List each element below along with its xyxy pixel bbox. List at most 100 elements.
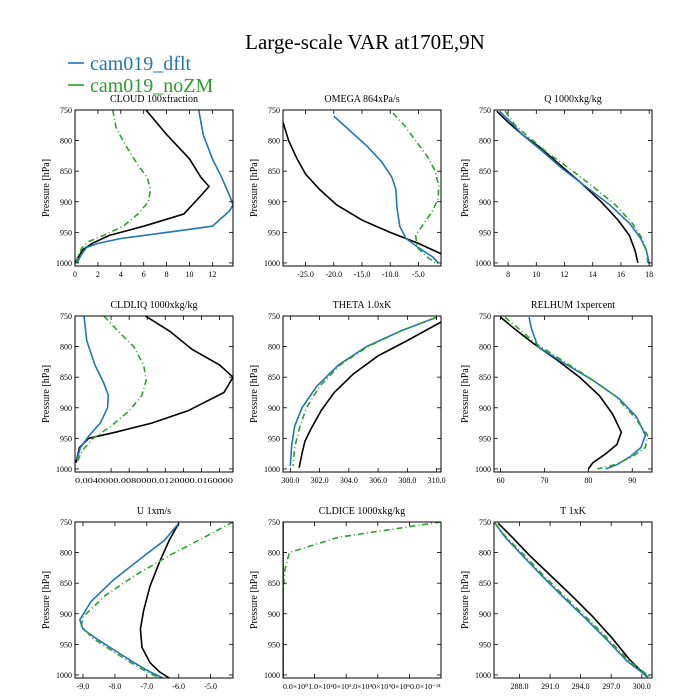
y-axis-label: Pressure [hPa] xyxy=(460,571,471,629)
series-line-cam019-noZM xyxy=(75,110,152,264)
x-tick-label: 8 xyxy=(165,270,169,279)
x-tick-label: 300.0 xyxy=(633,682,651,691)
panel-title-cldice: CLDICE 1000xkg/kg xyxy=(319,506,405,517)
y-tick-label: 900 xyxy=(479,610,491,619)
x-tick-label: 18 xyxy=(645,270,653,279)
series-line-black xyxy=(283,121,441,255)
y-tick-label: 750 xyxy=(60,106,72,115)
series-line-cam019-noZM xyxy=(292,316,437,466)
y-tick-label: 850 xyxy=(479,373,491,382)
panel-title-omega: OMEGA 864xPa/s xyxy=(324,94,399,105)
y-tick-label: 1000 xyxy=(264,259,280,268)
y-tick-label: 1000 xyxy=(264,465,280,474)
x-tick-label: 0 xyxy=(73,270,77,279)
y-tick-label: 950 xyxy=(479,434,491,443)
y-tick-label: 900 xyxy=(479,404,491,413)
x-tick-label: 288.0 xyxy=(510,682,528,691)
plot-frame xyxy=(493,521,653,679)
panel-title-q: Q 1000xkg/kg xyxy=(544,94,602,105)
x-tick-label: -15.0 xyxy=(354,270,371,279)
x-tick-label: -9.0 xyxy=(77,682,90,691)
panel-u: U 1xm/s Pressure [hPa] 750 800 850 900 950 1000… xyxy=(41,506,234,691)
series-line-cam019-dflt xyxy=(78,522,180,678)
series-line-cam019-noZM xyxy=(504,316,649,470)
x-tick-label: 4 xyxy=(119,270,123,279)
y-tick-label: 850 xyxy=(479,167,491,176)
y-tick-label: 1000 xyxy=(475,259,491,268)
x-tick-label: 90 xyxy=(628,476,636,485)
panel-cloud: CLOUD 100xfraction Pressure [hPa] 750 800 85… xyxy=(41,94,234,279)
y-axis-label: Pressure [hPa] xyxy=(41,159,52,217)
panel-t: T 1xK Pressure [hPa] 750 800 850 900 950 1000 28… xyxy=(460,506,653,691)
y-axis-label: Pressure [hPa] xyxy=(249,571,260,629)
series-line-cam019-noZM xyxy=(76,316,148,464)
panel-omega: OMEGA 864xPa/s Pressure [hPa] 750 800 850 900… xyxy=(249,94,442,279)
y-tick-label: 750 xyxy=(479,518,491,527)
y-tick-label: 750 xyxy=(268,312,280,321)
y-tick-label: 1000 xyxy=(475,465,491,474)
panel-cldice: CLDICE 1000xkg/kg Pressure [hPa] 750 800 850… xyxy=(249,506,442,691)
y-tick-label: 900 xyxy=(479,198,491,207)
series-line-black xyxy=(75,316,233,463)
series-line-cam019-noZM xyxy=(392,112,440,264)
series-line-black xyxy=(500,316,623,470)
panel-title-u: U 1xm/s xyxy=(137,506,171,517)
series-line-black xyxy=(497,522,648,678)
y-axis-label: Pressure [hPa] xyxy=(460,159,471,217)
y-tick-label: 950 xyxy=(479,640,491,649)
y-tick-label: 900 xyxy=(60,404,72,413)
x-tick-label: 60 xyxy=(497,476,505,485)
y-tick-label: 800 xyxy=(479,137,491,146)
y-tick-label: 900 xyxy=(268,198,280,207)
y-tick-label: 750 xyxy=(268,518,280,527)
x-tick-label: 300.0 xyxy=(281,476,299,485)
y-tick-label: 850 xyxy=(60,579,72,588)
plot-frame xyxy=(282,315,442,473)
x-tick-label: 14 xyxy=(589,270,597,279)
y-tick-label: 850 xyxy=(60,373,72,382)
x-tick-label: -7.0 xyxy=(140,682,153,691)
x-tick-label: 306.0 xyxy=(369,476,387,485)
x-tick-label: -5.0 xyxy=(204,682,217,691)
y-axis-label: Pressure [hPa] xyxy=(41,571,52,629)
y-tick-label: 850 xyxy=(268,373,280,382)
y-axis-label: Pressure [hPa] xyxy=(249,365,260,423)
x-tick-label: 291.0 xyxy=(541,682,559,691)
panel-title-t: T 1xK xyxy=(560,506,586,517)
series-line-cam019-dflt xyxy=(333,115,439,264)
x-tick-label: -25.0 xyxy=(297,270,314,279)
x-tick-label: -10.0 xyxy=(382,270,399,279)
y-tick-label: 1000 xyxy=(56,671,72,680)
legend-label-dflt: cam019_dflt xyxy=(90,53,192,75)
y-tick-label: 800 xyxy=(479,343,491,352)
series-line-cam019-dflt xyxy=(76,316,110,461)
panel-q: Q 1000xkg/kg Pressure [hPa] 750 800 850 900 95… xyxy=(460,94,653,279)
x-tick-label: 12 xyxy=(208,270,216,279)
x-tick-label: -6.0 xyxy=(172,682,185,691)
series-line-black xyxy=(298,321,441,468)
figure-title: Large-scale VAR at170E,9N xyxy=(245,30,485,54)
y-tick-label: 800 xyxy=(268,137,280,146)
series-line-cam019-dflt xyxy=(289,316,437,466)
y-axis-label: Pressure [hPa] xyxy=(249,159,260,217)
x-tick-label: 294.0 xyxy=(572,682,590,691)
y-tick-label: 850 xyxy=(268,579,280,588)
y-tick-label: 750 xyxy=(479,312,491,321)
series-line-black xyxy=(496,110,639,264)
series-line-cam019-noZM xyxy=(504,110,649,263)
series-line-cam019-dflt xyxy=(76,110,233,264)
y-tick-label: 950 xyxy=(60,228,72,237)
series-line-cam019-noZM xyxy=(494,522,651,678)
x-tick-label: 12 xyxy=(561,270,569,279)
series-line-cam019-noZM xyxy=(80,522,233,678)
series-line-cam019-noZM xyxy=(283,522,441,678)
x-tick-labels-overlapping: 0.0040000.0080000.0120000.0160000 xyxy=(75,477,234,485)
y-tick-label: 900 xyxy=(268,610,280,619)
x-tick-label: -8.0 xyxy=(109,682,122,691)
y-tick-label: 800 xyxy=(268,549,280,558)
y-tick-label: 800 xyxy=(268,343,280,352)
x-tick-label: 10 xyxy=(532,270,540,279)
y-tick-label: 950 xyxy=(268,434,280,443)
